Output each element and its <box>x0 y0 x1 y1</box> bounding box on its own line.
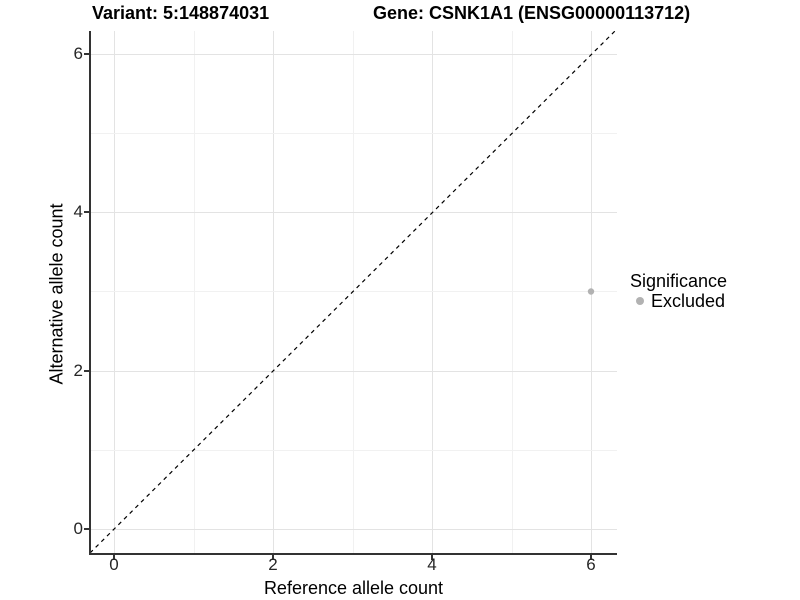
plot-panel <box>90 31 617 553</box>
x-tick-label: 0 <box>109 555 119 574</box>
gridline-x-major <box>432 31 433 553</box>
x-axis-line <box>89 553 617 555</box>
y-tick <box>84 53 89 55</box>
gridline-y-major <box>90 529 617 530</box>
gridline-y-minor <box>90 450 617 451</box>
x-tick-label: 6 <box>586 555 596 574</box>
x-tick <box>431 555 433 560</box>
y-tick <box>84 528 89 530</box>
gridline-x-major <box>114 31 115 553</box>
data-point-excluded <box>587 288 595 295</box>
gridline-y-minor <box>90 133 617 134</box>
gridline-y-major <box>90 212 617 213</box>
panel-canvas <box>90 31 616 553</box>
y-tick-label: 4 <box>73 202 83 221</box>
y-tick <box>84 211 89 213</box>
x-tick <box>113 555 115 560</box>
y-axis-title: Alternative allele count <box>46 203 67 385</box>
gridline-x-major <box>273 31 274 553</box>
legend-key-excluded-icon <box>636 297 644 305</box>
x-tick <box>272 555 274 560</box>
y-tick-label: 2 <box>73 361 83 380</box>
legend-title: Significance <box>630 271 728 291</box>
x-tick <box>590 555 592 560</box>
gridline-y-major <box>90 371 617 372</box>
plot-title-gene: Gene: CSNK1A1 (ENSG00000113712) <box>373 3 691 23</box>
y-axis-line <box>89 31 91 555</box>
gridline-x-minor <box>512 31 513 553</box>
gridline-x-minor <box>194 31 195 553</box>
legend-entry-excluded: Excluded <box>651 291 726 311</box>
y-tick-label: 6 <box>73 44 83 63</box>
identity-reference-line <box>90 31 616 553</box>
x-tick-label: 2 <box>268 555 278 574</box>
plot-title-variant: Variant: 5:148874031 <box>92 3 270 23</box>
gridline-x-minor <box>353 31 354 553</box>
gridline-y-major <box>90 54 617 55</box>
y-tick-label: 0 <box>73 519 83 538</box>
x-tick-label: 4 <box>427 555 437 574</box>
y-tick <box>84 370 89 372</box>
x-axis-title: Reference allele count <box>263 578 444 598</box>
